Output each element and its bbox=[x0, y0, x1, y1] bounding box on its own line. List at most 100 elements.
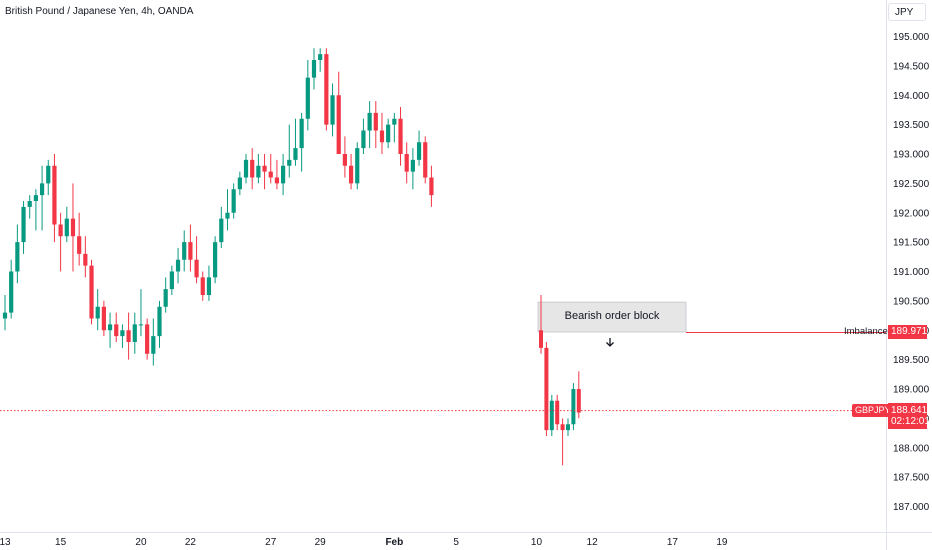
candle-body bbox=[231, 189, 236, 213]
down-arrow-icon bbox=[606, 338, 614, 347]
candle-body bbox=[83, 253, 88, 266]
candle-body bbox=[539, 330, 543, 348]
candle-body bbox=[429, 177, 434, 196]
time-tick-label: Feb bbox=[385, 537, 403, 548]
candle-body bbox=[386, 124, 391, 143]
price-tick-label: 195.000 bbox=[893, 32, 930, 43]
candle-body bbox=[311, 60, 317, 78]
candle-body bbox=[250, 159, 255, 178]
price-tick-label: 191.000 bbox=[893, 267, 930, 278]
candle-body bbox=[169, 271, 174, 290]
candle-body bbox=[58, 224, 63, 237]
candle-body bbox=[138, 324, 144, 326]
candle-body bbox=[27, 201, 32, 207]
candle-body bbox=[89, 265, 94, 319]
price-tick-label: 190.500 bbox=[893, 296, 930, 307]
imbalance-label: Imbalance bbox=[844, 326, 888, 337]
candle-body bbox=[15, 242, 20, 272]
candle-body bbox=[392, 118, 397, 125]
candle-body bbox=[373, 112, 378, 131]
price-tick-label: 193.500 bbox=[893, 120, 930, 131]
current-price-tag: 188.641 02:12:01 bbox=[888, 403, 930, 430]
candle-body bbox=[416, 142, 422, 160]
candle-body bbox=[107, 324, 113, 331]
candle-body bbox=[188, 242, 193, 260]
price-tick-label: 192.500 bbox=[893, 179, 930, 190]
candle-body bbox=[200, 277, 205, 295]
time-tick-label: 13 bbox=[0, 537, 11, 548]
candle-body bbox=[175, 259, 181, 272]
candle-body bbox=[194, 259, 199, 278]
candle-body bbox=[336, 95, 341, 154]
candle-body bbox=[114, 324, 119, 337]
candle-body bbox=[206, 277, 212, 295]
candle-body bbox=[225, 212, 230, 219]
candle-body bbox=[262, 165, 267, 172]
price-tick-label: 193.000 bbox=[893, 150, 930, 161]
chart-title: British Pound / Japanese Yen, 4h, OANDA bbox=[5, 6, 194, 17]
candle-body bbox=[39, 183, 45, 196]
time-tick-label: 12 bbox=[587, 537, 599, 548]
candle-body bbox=[151, 336, 156, 354]
candle-body bbox=[305, 77, 310, 119]
candle-body bbox=[324, 54, 329, 125]
candle-body bbox=[571, 389, 576, 425]
candle-body bbox=[145, 324, 150, 354]
time-tick-label: 17 bbox=[667, 537, 679, 548]
candle-body bbox=[555, 400, 560, 425]
candle-body bbox=[576, 389, 581, 413]
candle-body bbox=[46, 165, 51, 184]
candle-body bbox=[120, 330, 125, 337]
time-tick-label: 22 bbox=[185, 537, 197, 548]
symbol-tag: GBPJPY bbox=[852, 404, 894, 418]
candle-body bbox=[287, 159, 292, 166]
candle-body bbox=[77, 236, 82, 254]
time-tick-label: 27 bbox=[265, 537, 277, 548]
order-block-label: Bearish order block bbox=[564, 310, 660, 323]
candle-body bbox=[64, 218, 69, 237]
current-price-value: 188.641 bbox=[891, 405, 928, 417]
candle-body bbox=[355, 148, 360, 184]
candle-body bbox=[268, 171, 273, 178]
candle-body bbox=[330, 95, 335, 125]
price-tick-label: 194.500 bbox=[893, 61, 930, 72]
candle-body bbox=[410, 159, 415, 172]
candle-body bbox=[182, 242, 187, 260]
candle-body bbox=[243, 159, 249, 178]
candle-body bbox=[256, 165, 261, 178]
candle-body bbox=[423, 142, 428, 178]
order-block-zone bbox=[537, 301, 687, 333]
price-tick-label: 187.000 bbox=[893, 502, 930, 513]
price-tick-label: 191.500 bbox=[893, 238, 930, 249]
price-tick-label: 194.000 bbox=[893, 91, 930, 102]
candle-body bbox=[52, 165, 57, 225]
time-tick-label: 20 bbox=[135, 537, 147, 548]
candle-body bbox=[544, 347, 549, 431]
candle-body bbox=[219, 218, 224, 243]
candle-body bbox=[126, 330, 131, 342]
candle-body bbox=[70, 218, 76, 237]
candle-body bbox=[274, 177, 280, 184]
time-tick-label: 19 bbox=[716, 537, 728, 548]
candle-body bbox=[293, 148, 298, 160]
candle-body bbox=[342, 154, 347, 166]
plot-area bbox=[0, 0, 886, 532]
candle-body bbox=[2, 312, 8, 319]
currency-selector-button[interactable]: JPY bbox=[888, 3, 926, 21]
candle-body bbox=[549, 400, 554, 431]
countdown-timer: 02:12:01 bbox=[891, 416, 930, 428]
candle-body bbox=[318, 54, 323, 60]
candle-body bbox=[379, 130, 385, 143]
candle-body bbox=[367, 112, 372, 131]
candle-body bbox=[95, 306, 100, 319]
candle-body bbox=[21, 206, 26, 243]
time-tick-label: 10 bbox=[531, 537, 543, 548]
candle-body bbox=[101, 306, 106, 331]
time-tick-label: 5 bbox=[453, 537, 459, 548]
price-tick-label: 188.000 bbox=[893, 443, 930, 454]
price-tick-label: 189.500 bbox=[893, 355, 930, 366]
candle-body bbox=[163, 289, 168, 307]
candle-body bbox=[398, 118, 403, 154]
candle-body bbox=[361, 130, 366, 149]
